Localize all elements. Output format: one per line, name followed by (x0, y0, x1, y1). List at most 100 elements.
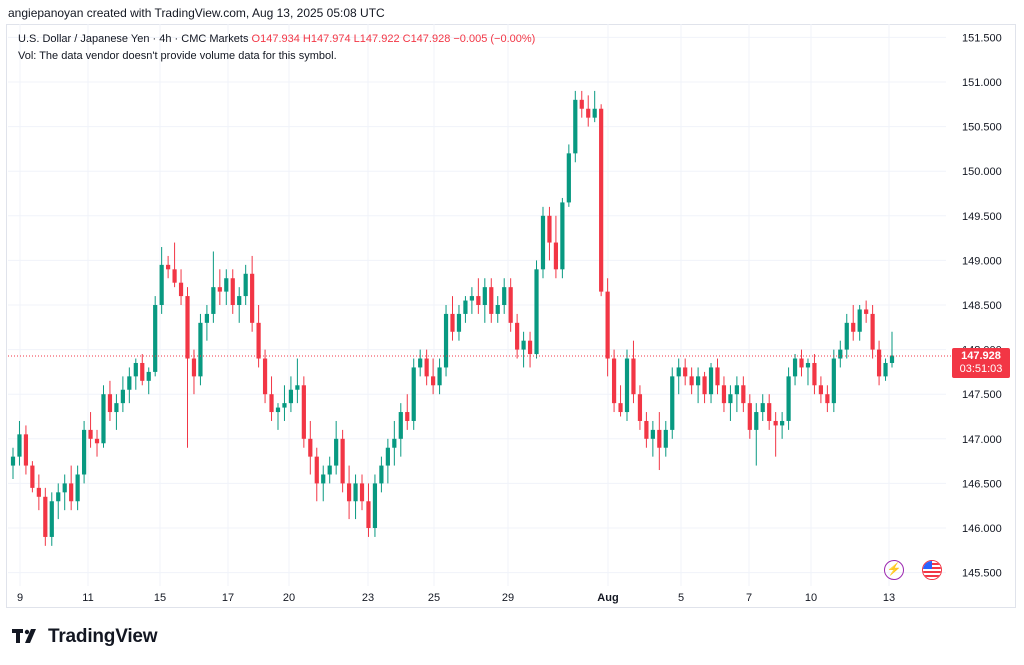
candle-up (224, 269, 229, 305)
candle-up (237, 287, 242, 323)
candle-body (676, 367, 681, 377)
candle-up (62, 474, 67, 511)
candle-down (683, 358, 688, 386)
candle-body (353, 483, 358, 502)
candle-body (385, 447, 390, 466)
candle-up (650, 420, 655, 457)
candle-body (876, 349, 882, 377)
candle-down (767, 394, 772, 430)
candle-body (527, 340, 533, 355)
candle-body (844, 322, 849, 350)
candle-body (321, 474, 326, 484)
candle-up (133, 358, 138, 390)
candle-up (146, 367, 151, 395)
candle-down (450, 296, 455, 341)
candle-up (676, 358, 681, 395)
candle-body (599, 108, 604, 292)
candle-up (573, 90, 578, 163)
price-axis-label: 146.000 (962, 523, 1002, 535)
candle-body (708, 367, 714, 395)
candle-up (443, 305, 449, 377)
candle-body (301, 385, 306, 439)
candle-down (637, 385, 643, 430)
time-axis-label: 15 (154, 592, 166, 604)
candle-body (456, 313, 462, 332)
candle-down (94, 429, 100, 457)
candle-down (23, 425, 29, 475)
candle-up (198, 313, 203, 386)
candle-down (644, 412, 649, 448)
candle-body (94, 438, 100, 444)
candle-down (256, 305, 261, 368)
candle-body (23, 434, 29, 466)
candle-up (482, 278, 487, 323)
candle-body (282, 403, 287, 408)
candle-body (721, 385, 727, 404)
lightning-icon[interactable]: ⚡ (884, 560, 904, 580)
candle-down (476, 278, 481, 314)
candle-up (780, 412, 785, 439)
candle-body (728, 394, 733, 404)
candle-body (786, 376, 791, 421)
candle-down (864, 300, 869, 323)
candle-body (799, 358, 804, 368)
candle-down (269, 376, 274, 421)
candle-down (107, 380, 113, 421)
candle-body (133, 362, 138, 377)
candle-body (359, 483, 365, 502)
candle-up (392, 420, 397, 466)
candle-body (870, 313, 875, 350)
candle-up (696, 367, 701, 404)
candle-body (502, 287, 507, 305)
candle-up (75, 465, 80, 511)
symbol-title: U.S. Dollar / Japanese Yen · 4h · CMC Ma… (18, 33, 249, 45)
chart-frame (6, 24, 1016, 608)
candle-body (702, 376, 707, 395)
candle-body (275, 407, 281, 413)
candle-down (657, 412, 662, 471)
candle-down (69, 465, 74, 511)
candle-down (172, 242, 177, 288)
candle-body (618, 403, 623, 413)
candle-body (75, 474, 80, 502)
candle-up (120, 376, 125, 413)
candle-up (889, 331, 895, 368)
candle-up (754, 403, 759, 466)
candle-body (418, 358, 423, 368)
time-axis-label: 20 (283, 592, 295, 604)
candle-down (851, 305, 856, 341)
candle-down (346, 465, 352, 520)
candle-up (624, 349, 630, 421)
candle-up (295, 358, 300, 404)
time-axis-label: 9 (17, 592, 23, 604)
candle-down (88, 412, 93, 448)
candle-body (741, 385, 746, 404)
candle-body (88, 429, 93, 439)
candle-body (857, 309, 862, 332)
candle-up (670, 367, 675, 439)
candle-down (217, 269, 222, 305)
candle-down (825, 385, 830, 413)
candle-down (741, 376, 746, 413)
candle-up (495, 296, 500, 323)
tradingview-logo-icon (12, 629, 36, 643)
candle-down (715, 358, 720, 395)
us-flag-icon[interactable] (922, 560, 942, 580)
candle-up (838, 340, 843, 368)
candle-body (579, 99, 584, 109)
candle-body (166, 264, 171, 270)
candle-body (657, 429, 662, 448)
candle-up (114, 394, 119, 430)
candle-body (883, 362, 888, 377)
candle-up (663, 420, 668, 457)
candle-up (49, 492, 54, 546)
candle-up (321, 465, 326, 502)
candle-body (767, 403, 772, 421)
candle-body (592, 108, 597, 118)
candle-up (379, 456, 384, 493)
candle-body (515, 322, 520, 350)
tradingview-logo[interactable]: TradingView (12, 626, 158, 648)
candle-body (217, 287, 222, 292)
candle-down (515, 313, 520, 359)
